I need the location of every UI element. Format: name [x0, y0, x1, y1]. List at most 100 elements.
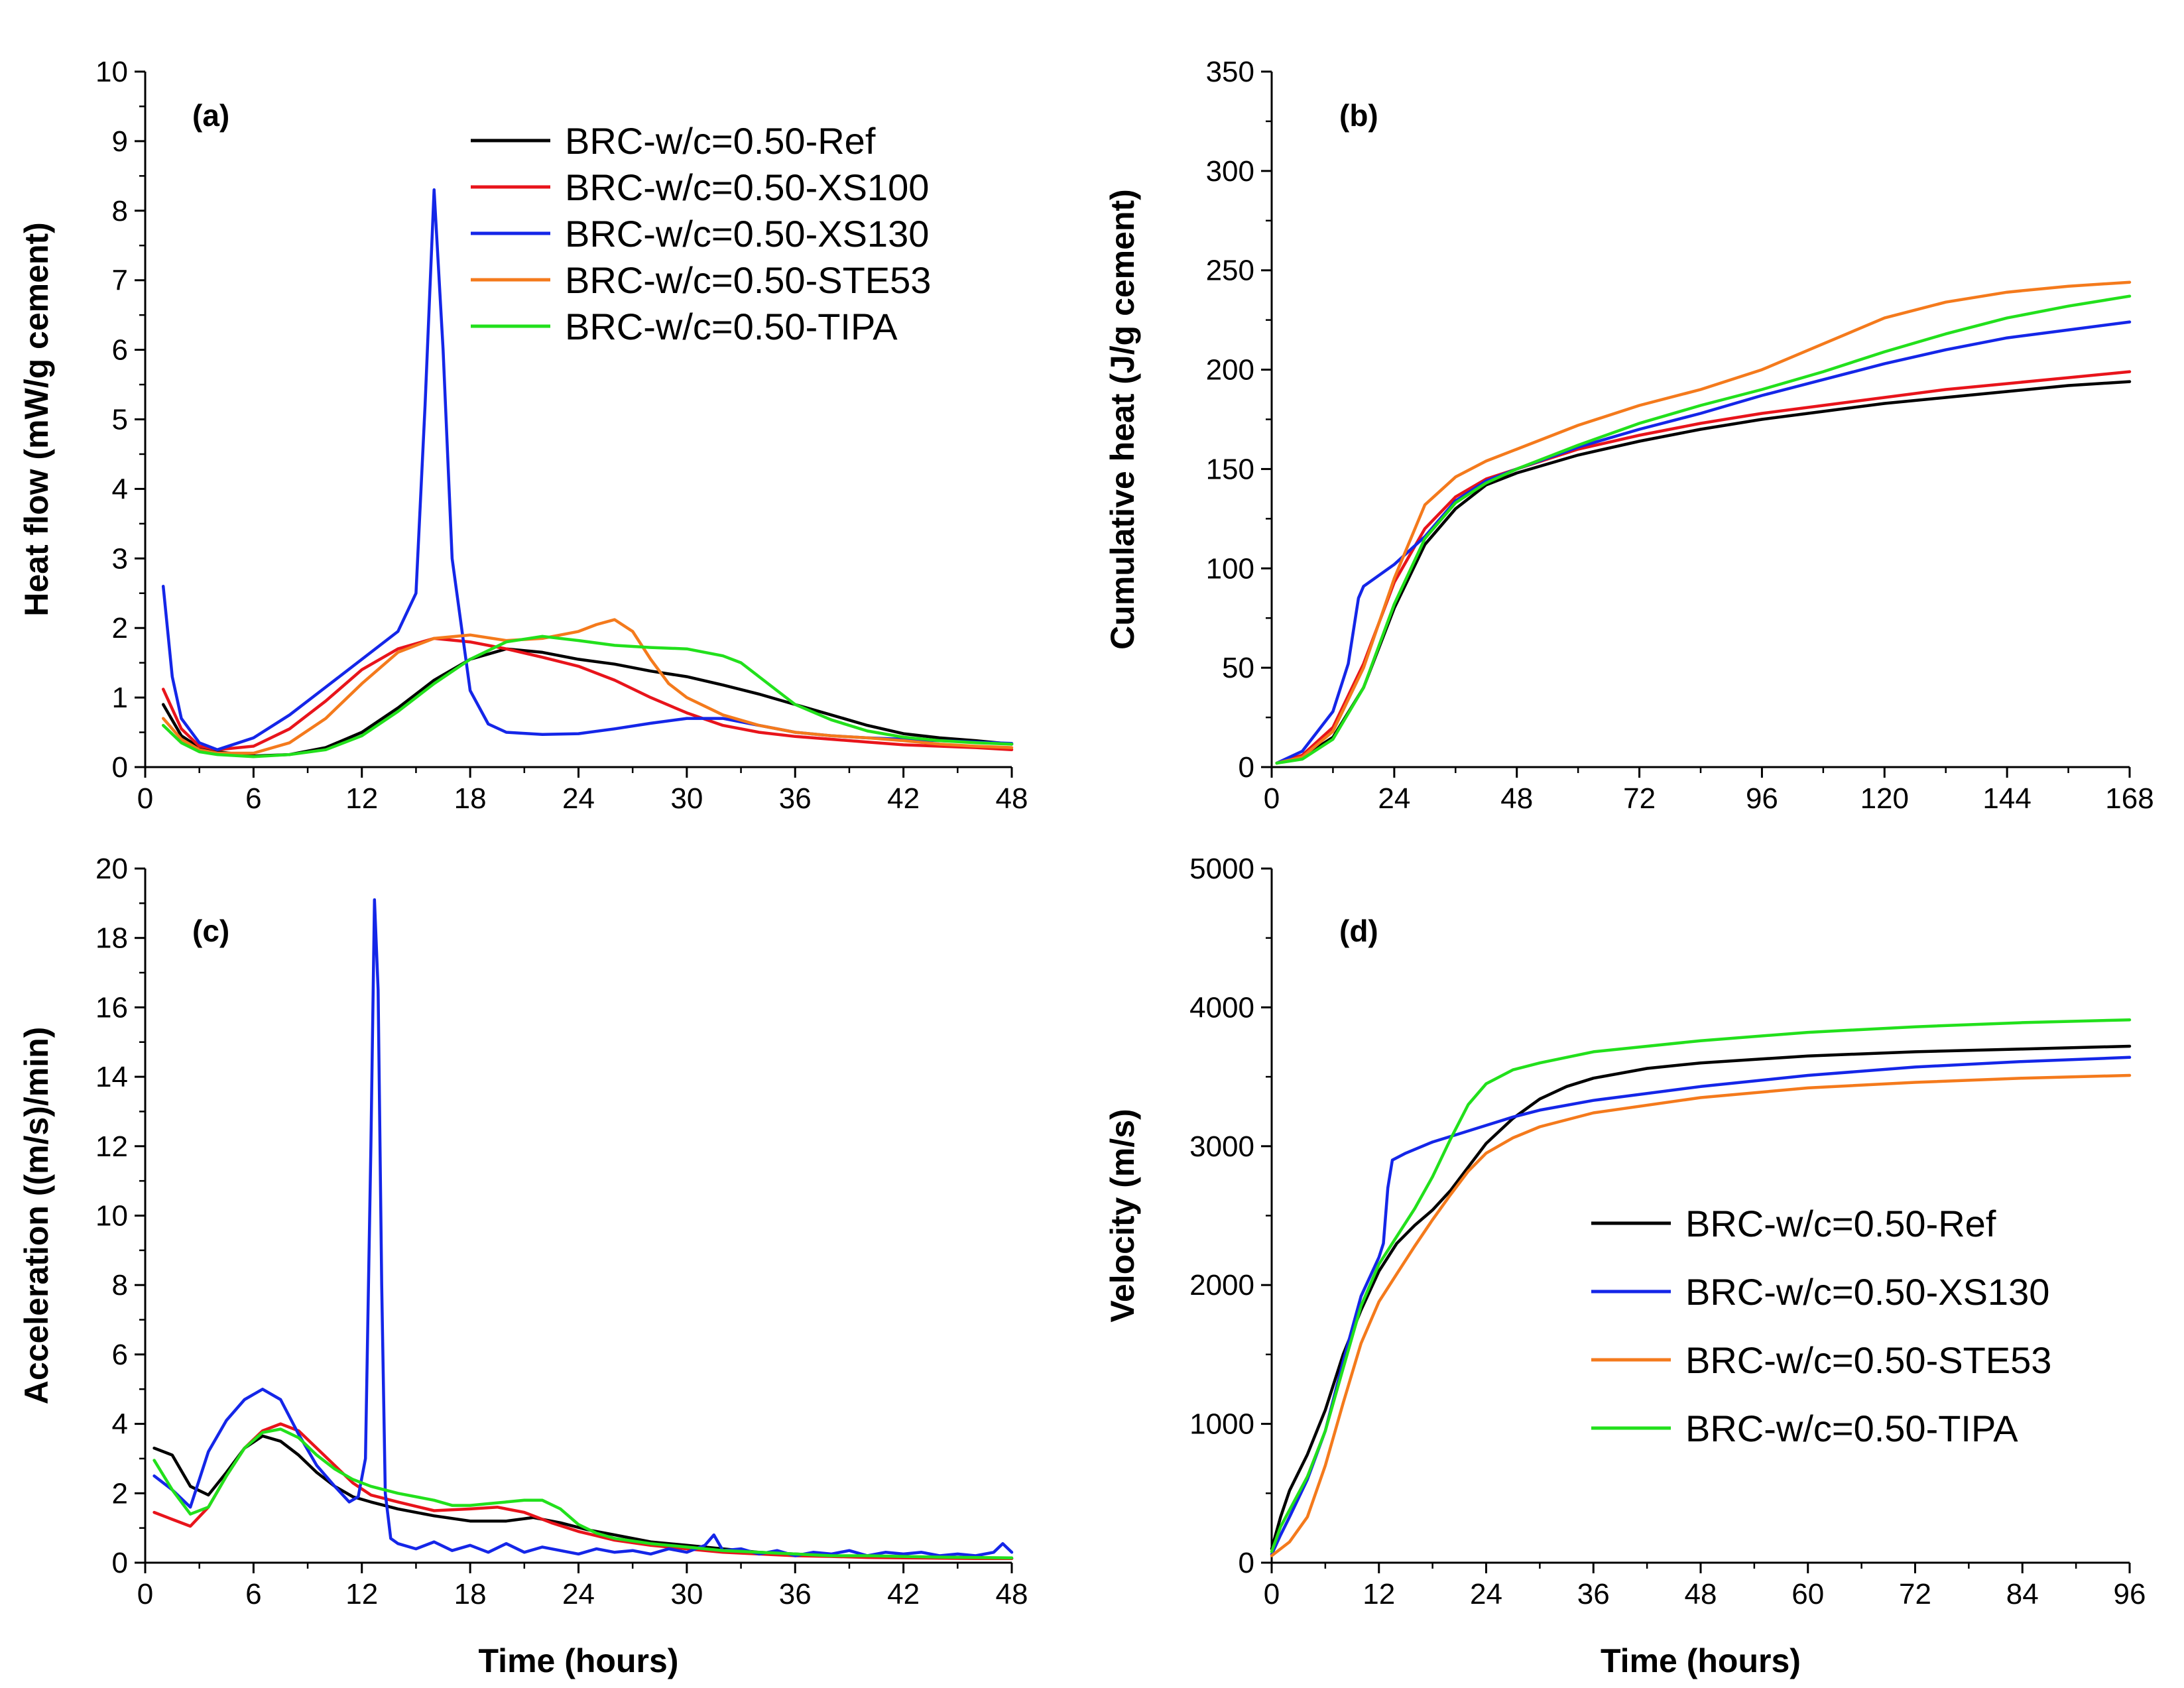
- x-tick-label: 0: [137, 1578, 153, 1610]
- x-tick-label: 24: [562, 1578, 595, 1610]
- x-tick-label: 72: [1899, 1578, 1931, 1610]
- x-tick-label: 120: [1860, 782, 1909, 815]
- y-tick-label: 8: [112, 1269, 128, 1301]
- y-tick-label: 18: [95, 922, 128, 955]
- legend-entry: BRC-w/c=0.50-TIPA: [1685, 1408, 2018, 1449]
- legend-entry: BRC-w/c=0.50-Ref: [1685, 1203, 1996, 1244]
- series-line-xs100: [161, 636, 1014, 752]
- series-line-ste53: [1275, 280, 2132, 765]
- x-tick-label: 0: [1264, 1578, 1280, 1610]
- x-tick-label: 6: [245, 1578, 261, 1610]
- x-tick-label: 48: [996, 1578, 1028, 1610]
- y-tick-label: 5: [112, 404, 128, 436]
- series-line-ste53: [1270, 1073, 2132, 1557]
- y-tick-label: 3: [112, 542, 128, 575]
- legend-entry: BRC-w/c=0.50-XS100: [565, 166, 929, 208]
- x-tick-label: 168: [2105, 782, 2154, 815]
- y-tick-label: 0: [1239, 1547, 1254, 1579]
- x-tick-label: 36: [779, 1578, 812, 1610]
- legend-entry: BRC-w/c=0.50-XS130: [565, 213, 929, 255]
- y-tick-label: 10: [95, 56, 128, 88]
- y-tick-label: 8: [112, 195, 128, 227]
- x-tick-label: 24: [562, 782, 595, 815]
- x-tick-label: 24: [1378, 782, 1410, 815]
- y-tick-label: 100: [1206, 552, 1254, 585]
- x-tick-label: 0: [137, 782, 153, 815]
- x-tick-label: 18: [454, 1578, 487, 1610]
- x-tick-label: 0: [1264, 782, 1280, 815]
- x-tick-label: 96: [1746, 782, 1778, 815]
- x-tick-label: 60: [1791, 1578, 1824, 1610]
- y-tick-label: 2: [112, 612, 128, 644]
- y-tick-label: 9: [112, 125, 128, 158]
- legend-entry: BRC-w/c=0.50-TIPA: [565, 306, 898, 347]
- y-tick-label: 1: [112, 682, 128, 714]
- y-tick-label: 0: [112, 751, 128, 784]
- y-tick-label: 5000: [1189, 853, 1254, 885]
- y-tick-label: 300: [1206, 155, 1254, 188]
- x-tick-label: 36: [1577, 1578, 1610, 1610]
- x-tick-label: 96: [2114, 1578, 2146, 1610]
- x-tick-label: 12: [345, 782, 378, 815]
- y-tick-label: 4: [112, 473, 128, 505]
- x-axis-label: Time (hours): [479, 1642, 679, 1679]
- y-tick-label: 14: [95, 1061, 128, 1093]
- y-axis-label: Heat flow (mW/g cement): [18, 222, 55, 616]
- x-axis-label: Time (hours): [1601, 1642, 1801, 1679]
- y-tick-label: 0: [1239, 751, 1254, 784]
- x-tick-label: 42: [887, 1578, 920, 1610]
- panel-label: (c): [192, 914, 229, 948]
- y-tick-label: 250: [1206, 255, 1254, 287]
- x-tick-label: 12: [345, 1578, 378, 1610]
- series-line-ste53: [161, 618, 1014, 755]
- y-tick-label: 10: [95, 1200, 128, 1233]
- x-tick-label: 48: [1500, 782, 1533, 815]
- x-tick-label: 144: [1982, 782, 2031, 815]
- panel-label: (d): [1339, 914, 1378, 948]
- x-tick-label: 6: [245, 782, 261, 815]
- legend-entry: BRC-w/c=0.50-XS130: [1685, 1271, 2049, 1313]
- y-tick-label: 200: [1206, 354, 1254, 387]
- y-tick-label: 7: [112, 265, 128, 297]
- y-axis-label: Velocity (m/s): [1104, 1109, 1141, 1322]
- x-tick-label: 36: [779, 782, 812, 815]
- y-tick-label: 2: [112, 1477, 128, 1510]
- series-line-ref: [1270, 1044, 2132, 1551]
- y-axis-label: Cumulative heat (J/g cement): [1104, 189, 1141, 650]
- y-tick-label: 12: [95, 1130, 128, 1163]
- x-tick-label: 30: [670, 1578, 703, 1610]
- series-line-tipa: [152, 1427, 1014, 1559]
- y-tick-label: 0: [112, 1547, 128, 1579]
- x-tick-label: 30: [670, 782, 703, 815]
- legend-entry: BRC-w/c=0.50-STE53: [565, 259, 931, 301]
- series-line-xs130: [152, 898, 1014, 1557]
- panel-d: 0 1000 2000 3000 4000 5000 0 12 24 36 48 60 72 84 96 Ve…: [1104, 853, 2146, 1679]
- y-tick-label: 1000: [1189, 1408, 1254, 1441]
- y-tick-label: 350: [1206, 56, 1254, 88]
- x-tick-label: 12: [1363, 1578, 1395, 1610]
- panel-b: 0 50 100 150 200 250 300 350 0 24 48 72 96 120 144 168 C…: [1104, 56, 2154, 815]
- x-tick-label: 18: [454, 782, 487, 815]
- y-tick-label: 4000: [1189, 991, 1254, 1024]
- series-line-tipa: [1275, 294, 2132, 765]
- x-tick-label: 48: [1685, 1578, 1717, 1610]
- y-tick-label: 4: [112, 1408, 128, 1441]
- legend-entry: BRC-w/c=0.50-Ref: [565, 120, 876, 162]
- y-tick-label: 6: [112, 1339, 128, 1371]
- x-tick-label: 84: [2006, 1578, 2039, 1610]
- x-tick-label: 24: [1470, 1578, 1502, 1610]
- legend-entry: BRC-w/c=0.50-STE53: [1685, 1339, 2051, 1381]
- y-tick-label: 150: [1206, 453, 1254, 485]
- series-line-tipa: [161, 634, 1014, 758]
- x-tick-label: 72: [1623, 782, 1656, 815]
- x-tick-label: 48: [996, 782, 1028, 815]
- panel-label: (a): [192, 98, 229, 133]
- legend: BRC-w/c=0.50-Ref BRC-w/c=0.50-XS130 BRC-w/…: [1591, 1203, 2051, 1449]
- x-tick-label: 42: [887, 782, 920, 815]
- y-tick-label: 6: [112, 334, 128, 367]
- y-tick-label: 50: [1222, 652, 1254, 684]
